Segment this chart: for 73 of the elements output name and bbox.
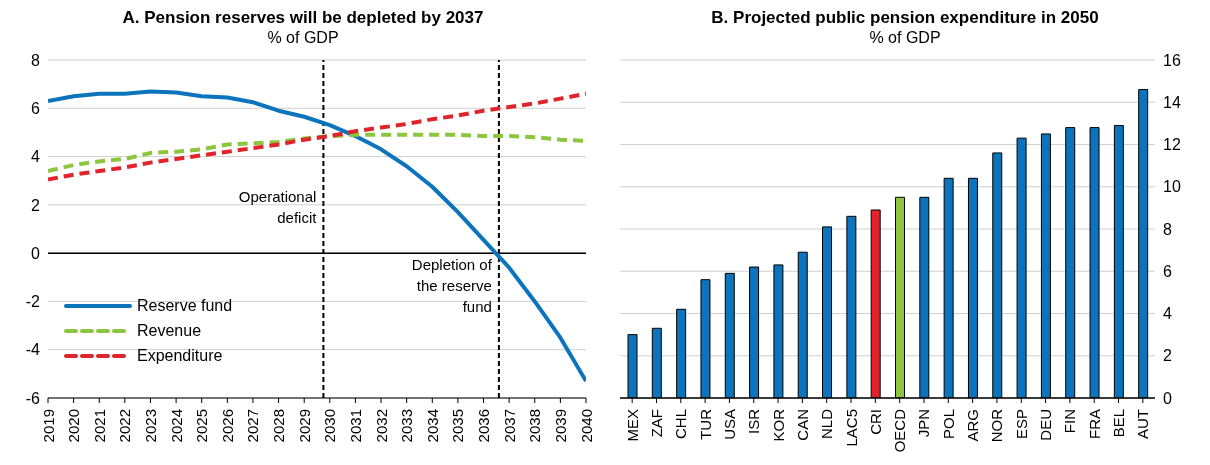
x-tick-label: 2038	[526, 409, 544, 443]
x-tick-label: 2031	[346, 409, 364, 443]
x-tick-label: NOR	[988, 408, 1006, 443]
x-tick-label: 2022	[116, 409, 134, 443]
y-tick-label: -6	[25, 389, 41, 407]
legend-label: Revenue	[137, 321, 202, 340]
y-tick-label: 0	[1163, 389, 1172, 407]
x-tick-label: ARG	[964, 409, 982, 442]
x-tick-label: ZAF	[647, 409, 665, 438]
x-tick-label: JPN	[915, 409, 933, 438]
y-tick-label: 4	[31, 148, 41, 166]
y-tick-label: 14	[1163, 93, 1181, 111]
x-tick-label: 2030	[321, 409, 339, 443]
chart-title: B. Projected public pension expenditure in 2050	[710, 8, 1100, 28]
x-tick-label: ISR	[745, 408, 763, 435]
x-tick-label: 2034	[423, 409, 441, 443]
x-tick-label: 2037	[500, 409, 518, 443]
x-tick-label: CAN	[793, 409, 811, 441]
y-tick-label: 2	[1163, 347, 1172, 365]
x-tick-label: 2023	[141, 409, 159, 443]
line-series	[48, 91, 586, 182]
x-tick-label: 2040	[577, 409, 595, 443]
ref-line-label: Operational deficit	[238, 187, 318, 226]
x-tick-label: FRA	[1085, 409, 1103, 439]
x-tick-label: CHL	[672, 409, 690, 440]
x-tick-label: CRI	[866, 409, 884, 435]
x-tick-label: USA	[720, 409, 738, 440]
y-tick-label: 10	[1163, 178, 1181, 196]
x-tick-label: MEX	[623, 409, 641, 442]
chart-subtitle: % of GDP	[868, 28, 942, 48]
chart-title: A. Pension reserves will be depleted by 2037	[121, 8, 485, 28]
legend-label: Expenditure	[137, 346, 223, 365]
x-tick-label: 2027	[244, 409, 262, 443]
x-tick-label: DEU	[1037, 409, 1055, 441]
y-tick-label: 2	[31, 196, 41, 214]
y-tick-label: 6	[1163, 262, 1172, 280]
x-tick-label: BEL	[1110, 409, 1128, 438]
chart-subtitle: % of GDP	[266, 28, 340, 48]
x-tick-label: POL	[939, 409, 957, 440]
x-tick-label: 2039	[551, 409, 569, 443]
x-tick-label: AUT	[1134, 409, 1152, 439]
y-tick-label: 6	[31, 99, 41, 117]
x-tick-label: NLD	[818, 408, 836, 440]
x-tick-label: 2036	[475, 409, 493, 443]
x-tick-label: 2019	[39, 409, 57, 443]
x-tick-label: 2032	[372, 409, 390, 443]
x-tick-label: 2026	[218, 409, 236, 443]
y-tick-label: 12	[1163, 136, 1181, 154]
y-tick-label: 8	[1163, 220, 1172, 238]
ref-line-label: Depletion of the reserve fund	[411, 255, 493, 315]
x-tick-label: 2029	[295, 409, 313, 443]
y-tick-label: 16	[1163, 51, 1181, 69]
y-tick-label: 8	[31, 51, 41, 69]
y-tick-label: -2	[25, 293, 41, 311]
legend-label: Reserve fund	[137, 296, 233, 315]
x-tick-label: 2035	[449, 409, 467, 443]
x-tick-label: 2028	[270, 409, 288, 443]
x-tick-label: OECD	[891, 408, 909, 453]
x-tick-label: ESP	[1012, 409, 1030, 440]
y-tick-label: 4	[1163, 305, 1172, 323]
x-tick-label: KOR	[769, 408, 787, 442]
x-tick-label: LAC5	[842, 409, 860, 447]
x-tick-label: 2024	[167, 409, 185, 443]
line-series	[48, 89, 586, 384]
y-tick-label: 0	[31, 244, 41, 262]
y-tick-label: -4	[25, 341, 41, 359]
x-tick-label: 2025	[193, 409, 211, 443]
x-tick-label: 2033	[398, 409, 416, 443]
x-tick-label: TUR	[696, 408, 714, 440]
x-tick-label: 2020	[65, 409, 83, 443]
x-tick-label: 2021	[90, 409, 108, 443]
line-series	[48, 132, 586, 174]
x-tick-label: FIN	[1061, 409, 1079, 434]
